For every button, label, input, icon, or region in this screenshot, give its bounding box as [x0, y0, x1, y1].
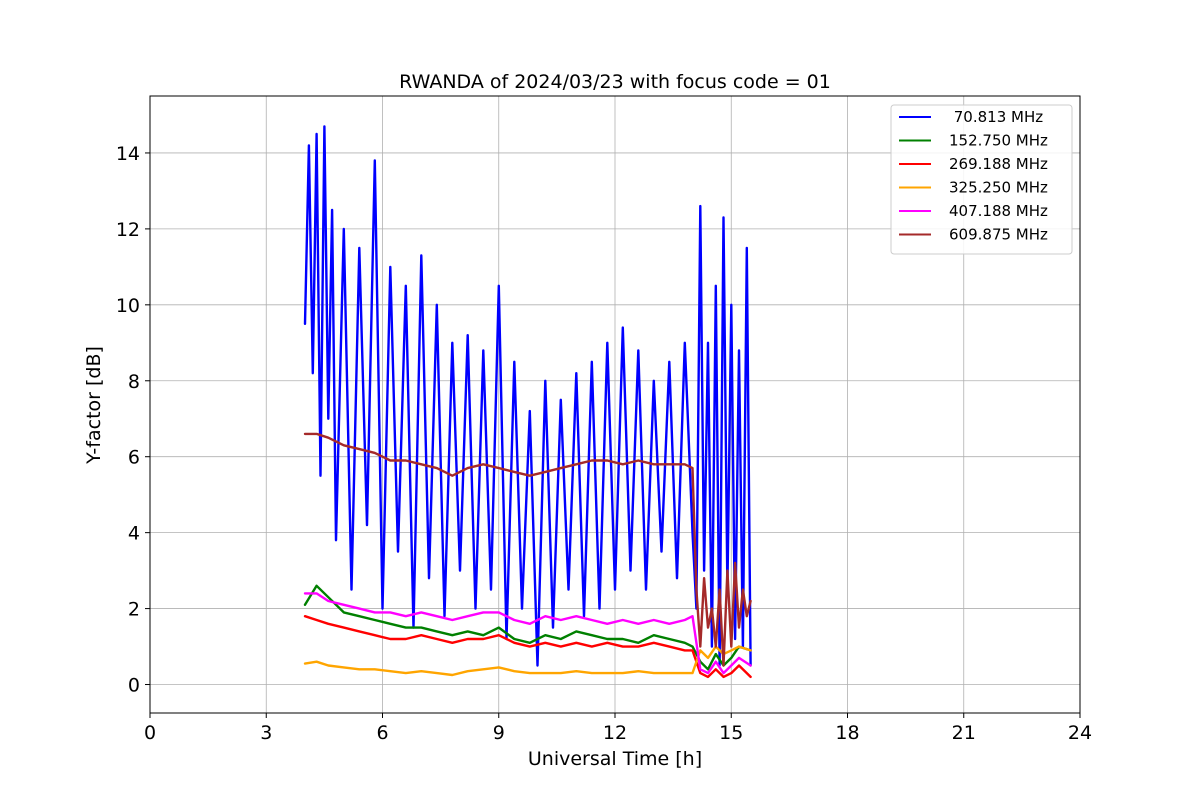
- y-tick-label: 4: [128, 523, 140, 545]
- y-tick-label: 6: [128, 447, 140, 469]
- series-line-5: [303, 432, 752, 667]
- legend-label: 269.188 MHz: [949, 155, 1048, 173]
- series-line-2: [303, 615, 752, 679]
- x-tick-label: 0: [144, 722, 156, 744]
- y-tick-label: 2: [128, 599, 140, 621]
- legend-label: 325.250 MHz: [949, 179, 1048, 197]
- y-tick-label: 12: [116, 219, 140, 241]
- series-line-0: [303, 125, 752, 667]
- series-line-4: [303, 592, 752, 675]
- y-tick-label: 14: [116, 143, 140, 165]
- x-tick-label: 21: [952, 722, 976, 744]
- x-tick-label: 18: [835, 722, 859, 744]
- chart-title: RWANDA of 2024/03/23 with focus code = 0…: [399, 71, 831, 93]
- x-tick-label: 9: [493, 722, 505, 744]
- legend-label: 407.188 MHz: [949, 202, 1048, 220]
- legend-label: 609.875 MHz: [949, 226, 1048, 244]
- series-layer: [303, 125, 752, 679]
- x-tick-label: 3: [260, 722, 272, 744]
- y-tick-label: 10: [116, 295, 140, 317]
- y-axis-label: Y-factor [dB]: [83, 346, 105, 465]
- x-tick-label: 12: [603, 722, 627, 744]
- legend-label: 70.813 MHz: [949, 108, 1043, 126]
- x-tick-label: 15: [719, 722, 743, 744]
- series-line-3: [303, 645, 752, 677]
- x-axis-label: Universal Time [h]: [528, 748, 702, 770]
- legend: 70.813 MHz 152.750 MHz 269.188 MHz 325.250 …: [890, 104, 1073, 255]
- x-tick-label: 6: [376, 722, 388, 744]
- legend-label: 152.750 MHz: [949, 132, 1048, 150]
- legend-box: [890, 104, 1073, 255]
- x-tick-label: 24: [1068, 722, 1092, 744]
- y-tick-label: 8: [128, 371, 140, 393]
- y-tick-label: 0: [128, 675, 140, 697]
- series-line-1: [303, 584, 752, 671]
